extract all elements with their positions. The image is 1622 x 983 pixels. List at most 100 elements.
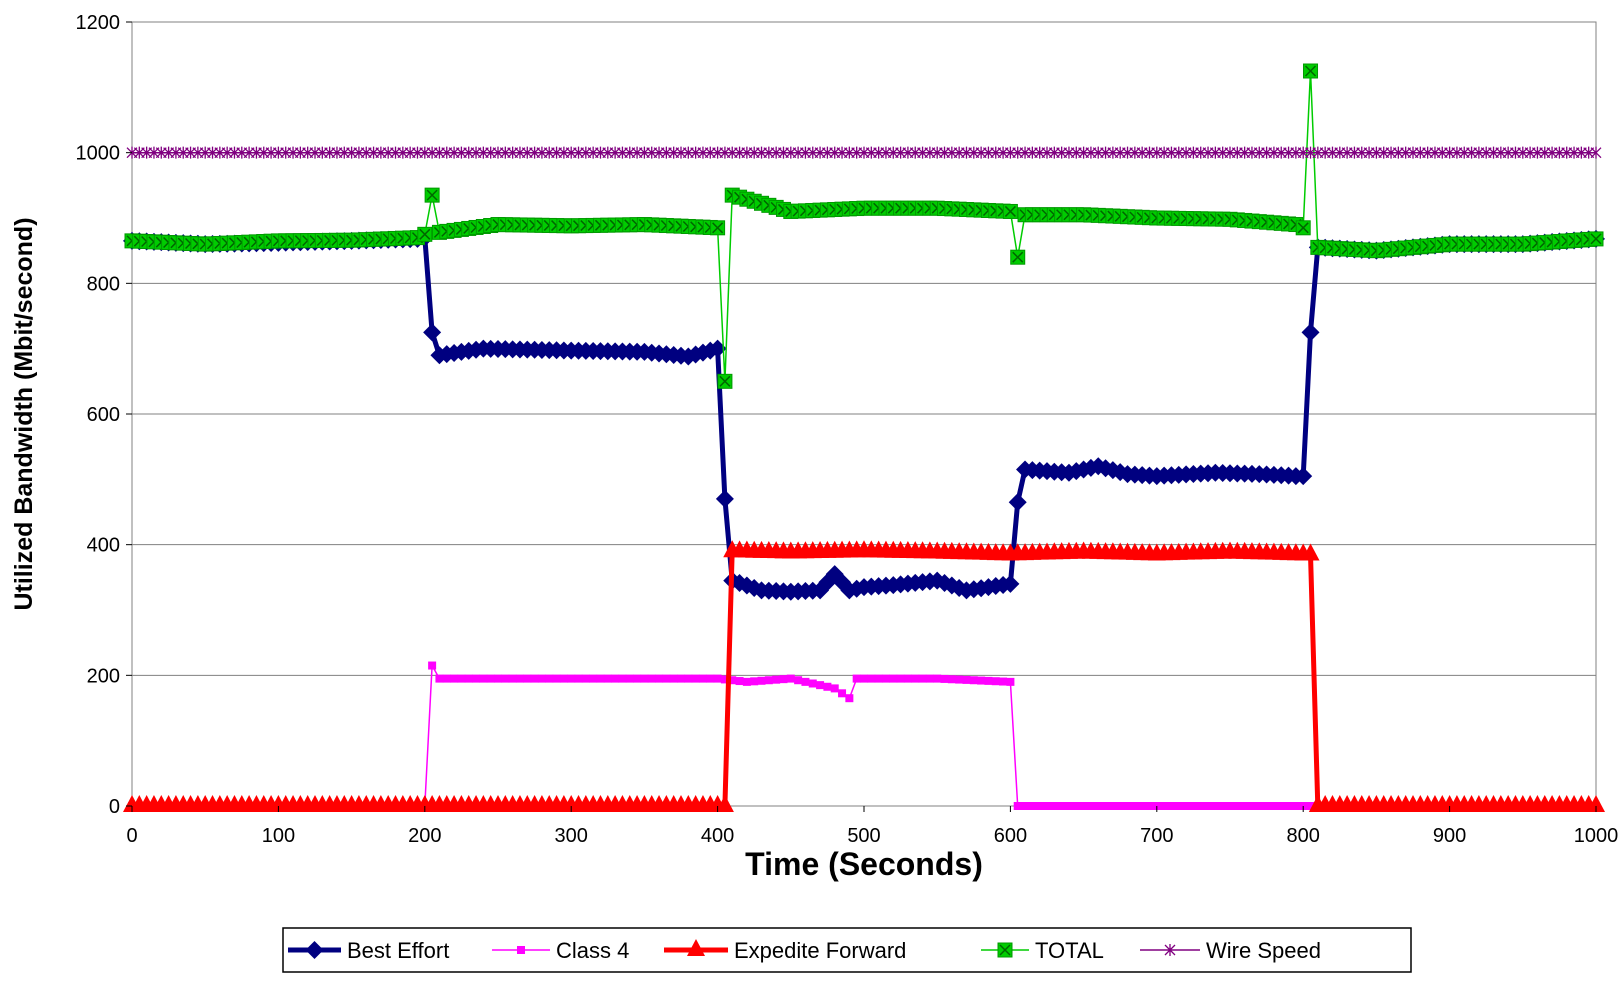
y-tick-label: 200 (87, 665, 120, 687)
grid-lines (132, 21, 1596, 676)
data-point (1006, 677, 1015, 686)
data-point (1072, 802, 1081, 810)
data-point (442, 674, 451, 683)
data-point (647, 674, 656, 683)
data-point (881, 674, 890, 683)
data-point (808, 679, 817, 688)
data-point (435, 674, 444, 683)
data-point (589, 674, 598, 683)
data-point (574, 674, 583, 683)
data-point (962, 675, 971, 684)
data-point (464, 674, 473, 683)
data-point (720, 675, 729, 684)
data-point (706, 674, 715, 683)
y-tick-label: 1000 (76, 143, 121, 165)
data-point (1301, 323, 1320, 342)
data-point (955, 675, 964, 684)
x-tick-label: 100 (262, 825, 295, 847)
data-point (1130, 802, 1139, 810)
data-point (889, 674, 898, 683)
data-point (662, 674, 671, 683)
data-point (1094, 802, 1103, 810)
legend-label: Class 4 (556, 938, 629, 963)
data-point (728, 676, 737, 685)
data-point (1262, 802, 1271, 810)
data-point (1086, 802, 1095, 810)
data-point (977, 676, 986, 685)
series-line (132, 664, 1311, 807)
y-tick-label: 800 (87, 273, 120, 295)
data-point (450, 674, 459, 683)
data-point (618, 674, 627, 683)
data-point (457, 674, 466, 683)
data-point (428, 661, 437, 670)
series-wire-speed (126, 146, 1602, 159)
x-tick-label: 300 (555, 825, 588, 847)
data-point (816, 681, 825, 690)
data-point (1587, 795, 1605, 812)
data-point (1160, 802, 1169, 810)
data-point (423, 323, 442, 342)
data-point (417, 226, 433, 242)
data-point (874, 674, 883, 683)
data-point (1145, 802, 1154, 810)
data-point (710, 220, 726, 236)
data-point (1211, 802, 1220, 810)
data-point (1174, 802, 1183, 810)
data-point (684, 674, 693, 683)
data-point (1295, 220, 1311, 236)
data-point (1043, 802, 1051, 810)
data-point (772, 675, 781, 684)
data-point (1001, 574, 1020, 593)
data-point (1255, 802, 1264, 810)
data-point (537, 674, 546, 683)
data-point (911, 674, 920, 683)
data-point (1204, 802, 1213, 810)
data-point (1028, 802, 1037, 810)
data-point (947, 675, 956, 684)
data-point (1303, 63, 1319, 79)
data-point (515, 674, 524, 683)
x-tick-label: 0 (126, 825, 137, 847)
data-point (860, 674, 868, 683)
x-tick-label: 400 (701, 825, 734, 847)
data-point (501, 674, 510, 683)
series-line (131, 70, 1597, 383)
data-point (940, 674, 949, 683)
data-point (713, 674, 722, 683)
data-point (596, 674, 605, 683)
data-point (1226, 802, 1234, 810)
data-point (735, 677, 744, 686)
data-point (764, 676, 773, 685)
x-tick-label: 800 (1287, 825, 1320, 847)
data-point (1050, 802, 1059, 810)
data-point (691, 674, 700, 683)
data-point (742, 677, 751, 686)
data-point (698, 674, 707, 683)
data-point (677, 674, 685, 683)
data-point (472, 674, 481, 683)
data-point (1301, 543, 1320, 561)
data-point (1101, 802, 1110, 810)
legend-item-best-effort: Best Effort (288, 938, 449, 963)
data-point (852, 674, 861, 683)
data-point (1240, 802, 1249, 810)
legend-item-class-4: Class 4 (492, 938, 629, 963)
legend-marker (687, 939, 705, 956)
legend-marker (517, 946, 525, 954)
data-point (794, 676, 803, 685)
data-point (903, 674, 912, 683)
x-tick-label: 500 (847, 825, 880, 847)
data-point (567, 674, 576, 683)
data-point (1002, 203, 1018, 219)
data-point (559, 674, 568, 683)
data-point (1588, 231, 1604, 247)
y-axis-ticks: 0 200 400 600 800 1000 1200 (76, 12, 132, 818)
data-point (545, 674, 554, 683)
data-point (845, 694, 854, 703)
data-point (1284, 802, 1293, 810)
data-point (494, 674, 502, 683)
data-point (984, 676, 993, 685)
